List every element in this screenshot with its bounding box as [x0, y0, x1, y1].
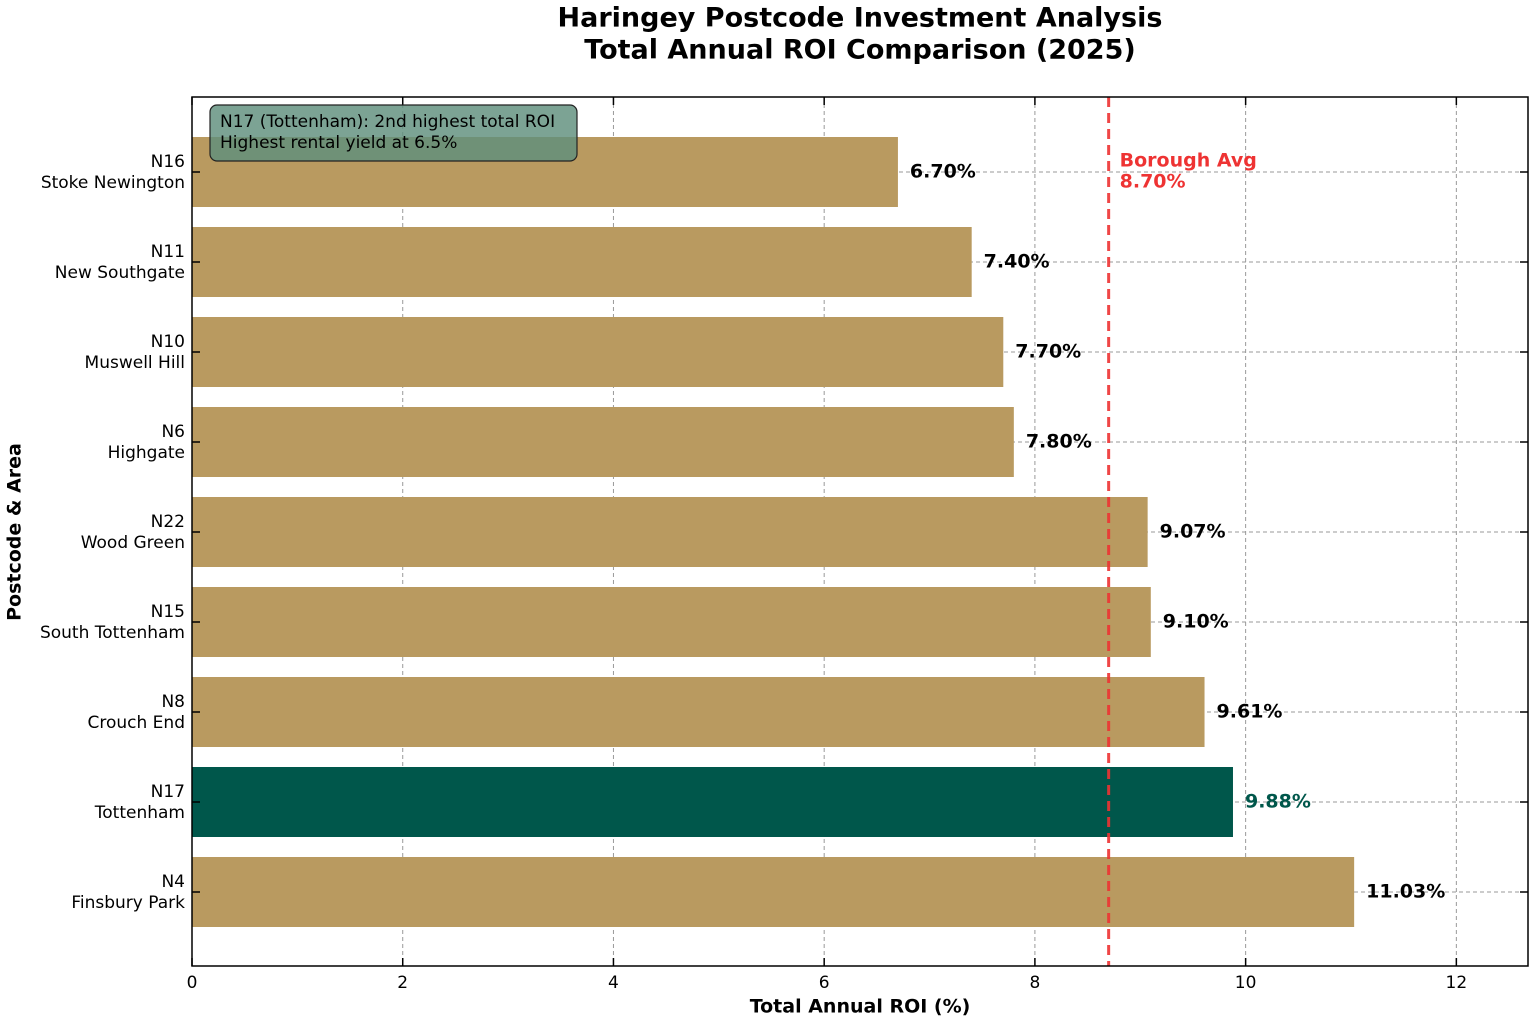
x-tick-label: 10	[1235, 973, 1257, 993]
y-tick-label-line: Stoke Newington	[41, 173, 185, 193]
bar	[192, 767, 1233, 837]
value-label: 9.10%	[1163, 611, 1229, 633]
y-tick-label-line: N4	[161, 872, 185, 892]
y-tick-label-line: N11	[151, 242, 185, 262]
x-tick-label: 4	[608, 973, 619, 993]
y-tick-label: N22 Wood Green	[81, 512, 185, 553]
y-tick-label: N10 Muswell Hill	[85, 332, 185, 373]
y-tick-label-line: N22	[151, 512, 185, 532]
value-label: 7.80%	[1026, 431, 1092, 453]
y-tick-label-line: Crouch End	[88, 713, 186, 733]
value-label: 9.88%	[1245, 791, 1311, 813]
value-label: 9.61%	[1217, 701, 1283, 723]
y-tick-label-line: N10	[151, 332, 185, 352]
y-tick-label: N11 New Southgate	[55, 242, 185, 283]
x-tick-label: 8	[1029, 973, 1040, 993]
x-tick-label: 2	[397, 973, 408, 993]
value-label: 7.70%	[1015, 341, 1081, 363]
y-tick-label-line: South Tottenham	[40, 623, 185, 643]
reference-value-label: 8.70%	[1120, 171, 1186, 193]
value-label: 7.40%	[984, 251, 1050, 273]
annotation-box	[209, 104, 578, 162]
x-tick-label: 12	[1446, 973, 1468, 993]
chart-title: Haringey Postcode Investment Analysis	[558, 3, 1163, 34]
y-tick-label-line: Tottenham	[94, 803, 185, 823]
bar	[192, 407, 1014, 477]
plot-frame	[191, 96, 1529, 967]
bar	[192, 497, 1148, 567]
y-tick-label-line: Muswell Hill	[85, 353, 185, 373]
bar	[192, 677, 1205, 747]
y-tick-label-line: N16	[151, 152, 185, 172]
value-label: 11.03%	[1366, 881, 1445, 903]
reference-label: Borough Avg	[1120, 150, 1257, 172]
y-axis-label: Postcode & Area	[4, 443, 26, 621]
x-tick-label: 0	[187, 973, 198, 993]
y-tick-label: N17 Tottenham	[94, 782, 185, 823]
y-tick-label-line: N8	[161, 692, 185, 712]
annotation-text: N17 (Tottenham): 2nd highest total ROI	[220, 112, 555, 132]
y-tick-label: N4 Finsbury Park	[71, 872, 185, 913]
x-tick-label: 6	[819, 973, 830, 993]
bar	[192, 857, 1355, 927]
y-tick-label: N16 Stoke Newington	[41, 152, 185, 193]
annotation-text: Highest rental yield at 6.5%	[220, 133, 457, 153]
y-tick-label-line: New Southgate	[55, 263, 185, 283]
y-tick-label-line: Finsbury Park	[71, 893, 185, 913]
y-tick-label-line: N17	[151, 782, 185, 802]
y-tick-label: N15 South Tottenham	[40, 602, 185, 643]
y-tick-label: N6 Highgate	[108, 422, 185, 463]
bar	[192, 227, 972, 297]
x-axis-label: Total Annual ROI (%)	[750, 996, 971, 1018]
y-tick-label-line: Wood Green	[81, 533, 185, 553]
bar	[192, 317, 1004, 387]
value-label: 9.07%	[1160, 521, 1226, 543]
bar	[192, 587, 1151, 657]
y-tick-label: N8 Crouch End	[88, 692, 186, 733]
y-tick-label-line: N15	[151, 602, 185, 622]
y-tick-label-line: N6	[161, 422, 185, 442]
value-label: 6.70%	[910, 161, 976, 183]
chart-subtitle: Total Annual ROI Comparison (2025)	[584, 35, 1135, 66]
y-tick-label-line: Highgate	[108, 443, 185, 463]
